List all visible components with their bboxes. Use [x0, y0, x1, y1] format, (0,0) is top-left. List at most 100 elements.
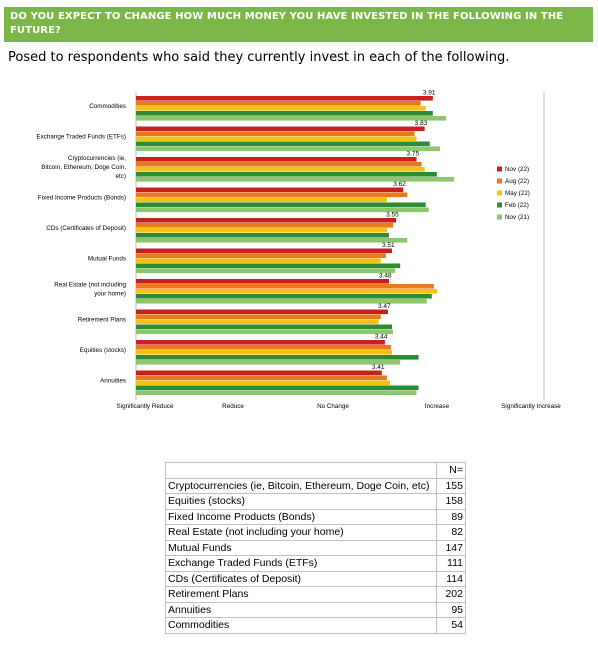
bar-7-2: [136, 319, 379, 325]
bar-0-1: [136, 101, 421, 106]
data-label-0: 3.91: [423, 90, 436, 97]
legend-swatch-2: [497, 190, 502, 196]
bar-3-2: [136, 197, 387, 203]
legend-swatch-1: [497, 178, 502, 184]
table-cell-label: Equities (stocks): [165, 493, 437, 510]
bar-3-1: [136, 192, 408, 198]
bar-0-2: [136, 106, 426, 111]
table-cell-label: Fixed Income Products (Bonds): [165, 508, 437, 525]
bar-9-4: [136, 390, 417, 396]
data-label-4: 3.55: [386, 212, 399, 219]
bar-1-0: [136, 126, 425, 132]
table-row: Commodities 54: [165, 617, 466, 634]
table-cell-n: 95: [436, 601, 466, 618]
question-title: DO YOU EXPECT TO CHANGE HOW MUCH MONEY Y…: [10, 11, 564, 36]
table-row: Real Estate (not including your home) 82: [165, 524, 466, 541]
data-label-7: 3.47: [378, 303, 391, 310]
table-cell-n: 158: [436, 493, 466, 510]
category-label-3-0: Fixed Income Products (Bonds): [38, 195, 126, 202]
bar-9-1: [136, 375, 387, 381]
bar-5-0: [136, 248, 393, 254]
x-tick-label-3: Increase: [425, 403, 450, 410]
table-row: Exchange Traded Funds (ETFs) 111: [165, 555, 466, 572]
sample-size-table: N= Cryptocurrencies (ie, Bitcoin, Ethereu…: [165, 462, 466, 634]
bar-9-0: [136, 370, 382, 376]
category-label-2-0: Cryptocurrencies (ie,: [68, 155, 126, 162]
table-cell-label: Commodities: [165, 617, 437, 634]
category-label-4-0: CDs (Certificates of Deposit): [46, 225, 126, 232]
data-label-8: 3.44: [375, 334, 388, 341]
x-tick-label-0: Significantly Reduce: [116, 403, 174, 410]
data-label-1: 3.83: [415, 120, 428, 127]
data-label-9: 3.41: [372, 364, 385, 371]
bar-7-4: [136, 329, 394, 335]
bar-8-4: [136, 360, 401, 365]
bar-1-4: [136, 146, 440, 152]
bar-1-2: [136, 136, 417, 142]
bar-5-2: [136, 258, 381, 264]
bar-2-4: [136, 177, 455, 182]
category-label-2-1: Bitcoin, Ethereum, Doge Coin,: [41, 164, 126, 171]
bar-1-1: [136, 131, 415, 137]
table-row: Annuities 95: [165, 601, 466, 618]
question-banner: DO YOU EXPECT TO CHANGE HOW MUCH MONEY Y…: [4, 7, 593, 42]
x-tick-label-1: Reduce: [222, 403, 244, 410]
bar-4-0: [136, 218, 397, 223]
table-cell-label: Mutual Funds: [165, 539, 437, 556]
data-label-3: 3.62: [393, 181, 406, 188]
bar-0-0: [136, 96, 433, 101]
chart-subtitle: Posed to respondents who said they curre…: [8, 50, 510, 65]
table-cell-n: 147: [436, 539, 466, 556]
bar-4-3: [136, 233, 389, 238]
category-label-6-0: Real Estate (not including: [54, 282, 126, 289]
table-cell-n: N=: [436, 462, 466, 479]
category-label-1-0: Exchange Traded Funds (ETFs): [36, 134, 126, 141]
bar-3-0: [136, 187, 404, 193]
bar-4-4: [136, 238, 408, 243]
bar-4-1: [136, 223, 394, 228]
table-cell-n: 114: [436, 570, 466, 587]
category-label-8-0: Equities (stocks): [80, 347, 126, 354]
bar-8-2: [136, 350, 393, 355]
bar-2-1: [136, 162, 422, 167]
bar-5-4: [136, 268, 396, 274]
table-cell-label: Annuities: [165, 601, 437, 618]
bar-7-0: [136, 309, 388, 315]
bar-0-3: [136, 111, 433, 116]
bar-0-4: [136, 116, 447, 121]
bar-8-3: [136, 355, 419, 360]
data-label-5: 3.51: [382, 242, 395, 249]
bar-8-1: [136, 345, 391, 350]
bar-6-1: [136, 284, 434, 289]
table-cell-label: Exchange Traded Funds (ETFs): [165, 555, 437, 572]
table-cell-n: 54: [436, 617, 466, 634]
legend-label-1: Aug (22): [505, 178, 529, 185]
bar-5-3: [136, 263, 401, 269]
bar-3-4: [136, 207, 429, 213]
bar-1-3: [136, 141, 430, 147]
table-header-row: N=: [165, 462, 466, 479]
data-label-6: 3.48: [379, 273, 392, 280]
legend-swatch-3: [497, 202, 502, 208]
bar-3-3: [136, 202, 426, 208]
table-cell-n: 89: [436, 508, 466, 525]
table-row: Equities (stocks) 158: [165, 493, 466, 510]
legend-label-2: May (22): [505, 190, 530, 197]
table-row: Mutual Funds 147: [165, 539, 466, 556]
table-cell-label: CDs (Certificates of Deposit): [165, 570, 437, 587]
table-cell-label: Retirement Plans: [165, 586, 437, 603]
table-row: Cryptocurrencies (ie, Bitcoin, Ethereum,…: [165, 477, 466, 494]
legend-label-4: Nov (21): [505, 214, 529, 221]
table-cell-label: Cryptocurrencies (ie, Bitcoin, Ethereum,…: [165, 477, 437, 494]
bar-2-0: [136, 157, 417, 162]
bar-2-2: [136, 167, 425, 172]
category-label-0-0: Commodities: [89, 103, 126, 110]
data-label-2: 3.75: [407, 151, 420, 158]
bar-6-4: [136, 299, 427, 304]
bar-chart: 3.91 Commodities 3.83 Exchange Traded Funds…: [36, 90, 561, 411]
x-tick-label-2: No Change: [317, 403, 349, 410]
table-cell-n: 111: [436, 555, 466, 572]
bar-7-1: [136, 314, 381, 320]
category-label-7-0: Retirement Plans: [78, 317, 126, 324]
table-row: Retirement Plans 202: [165, 586, 466, 603]
